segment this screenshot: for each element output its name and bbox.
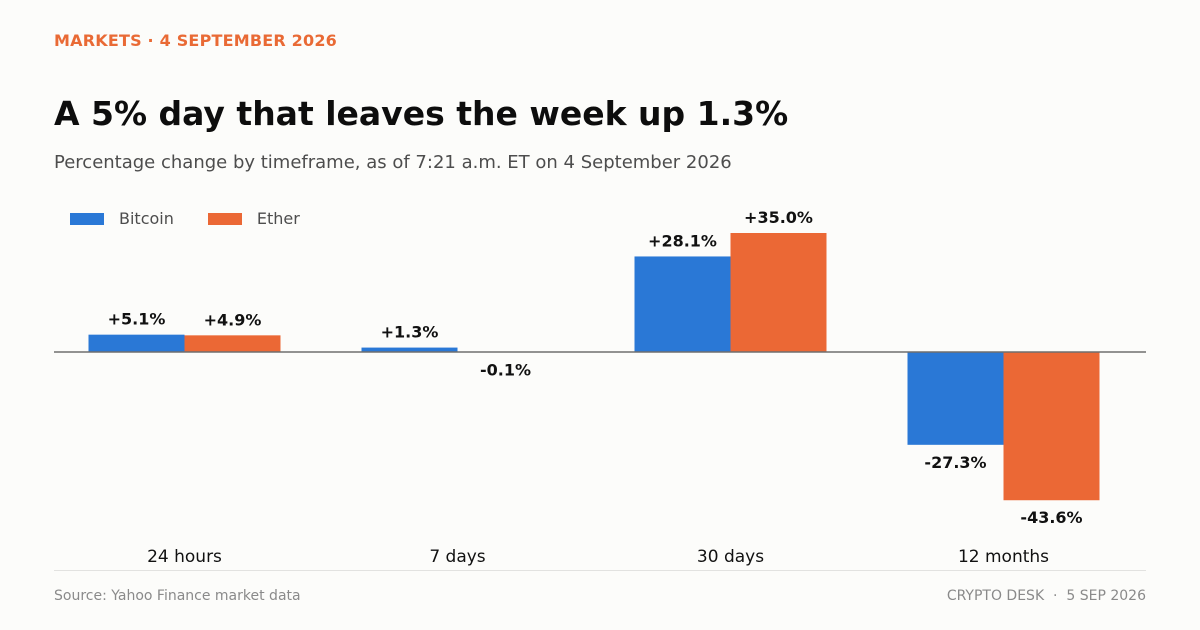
- legend-swatch-bitcoin: [70, 212, 104, 225]
- bar-bitcoin-1: [88, 334, 185, 352]
- source-note: Source: Yahoo Finance market data: [54, 588, 301, 604]
- data-label-bitcoin-1: +5.1%: [108, 310, 166, 329]
- chart-subtitle: Percentage change by timeframe, as of 7:…: [54, 152, 732, 173]
- data-label-ether-4: -43.6%: [1020, 508, 1082, 527]
- legend-swatch-ether: [207, 212, 242, 225]
- legend-item-bitcoin: Bitcoin: [70, 209, 174, 228]
- legend-label-ether: Ether: [256, 209, 300, 228]
- x-tick-label-4: 12 months: [958, 547, 1049, 567]
- section-kicker: MARKETS · 4 SEPTEMBER 2026: [54, 31, 338, 50]
- bar-ether-4: [1003, 352, 1100, 501]
- legend-label-bitcoin: Bitcoin: [119, 209, 174, 228]
- bar-ether-1: [184, 335, 281, 352]
- x-tick-label-3: 30 days: [697, 547, 764, 567]
- chart-title: A 5% day that leaves the week up 1.3%: [54, 94, 789, 133]
- data-label-bitcoin-2: +1.3%: [381, 323, 439, 342]
- legend-item-ether: Ether: [207, 209, 300, 228]
- bar-bitcoin-2: [361, 347, 458, 352]
- footer-divider: [54, 570, 1146, 571]
- x-tick-label-2: 7 days: [429, 547, 485, 567]
- chart-legend: Bitcoin Ether: [70, 209, 334, 228]
- data-label-ether-2: -0.1%: [480, 360, 531, 379]
- data-label-bitcoin-3: +28.1%: [648, 231, 717, 250]
- bar-bitcoin-3: [634, 256, 731, 352]
- data-label-ether-1: +4.9%: [204, 310, 262, 329]
- bar-bitcoin-4: [907, 352, 1004, 445]
- x-tick-label-1: 24 hours: [147, 547, 222, 567]
- data-label-ether-3: +35.0%: [744, 208, 813, 227]
- footer-credit: CRYPTO DESK · 5 SEP 2026: [946, 588, 1146, 604]
- bar-ether-3: [730, 233, 827, 352]
- data-label-bitcoin-4: -27.3%: [924, 453, 986, 472]
